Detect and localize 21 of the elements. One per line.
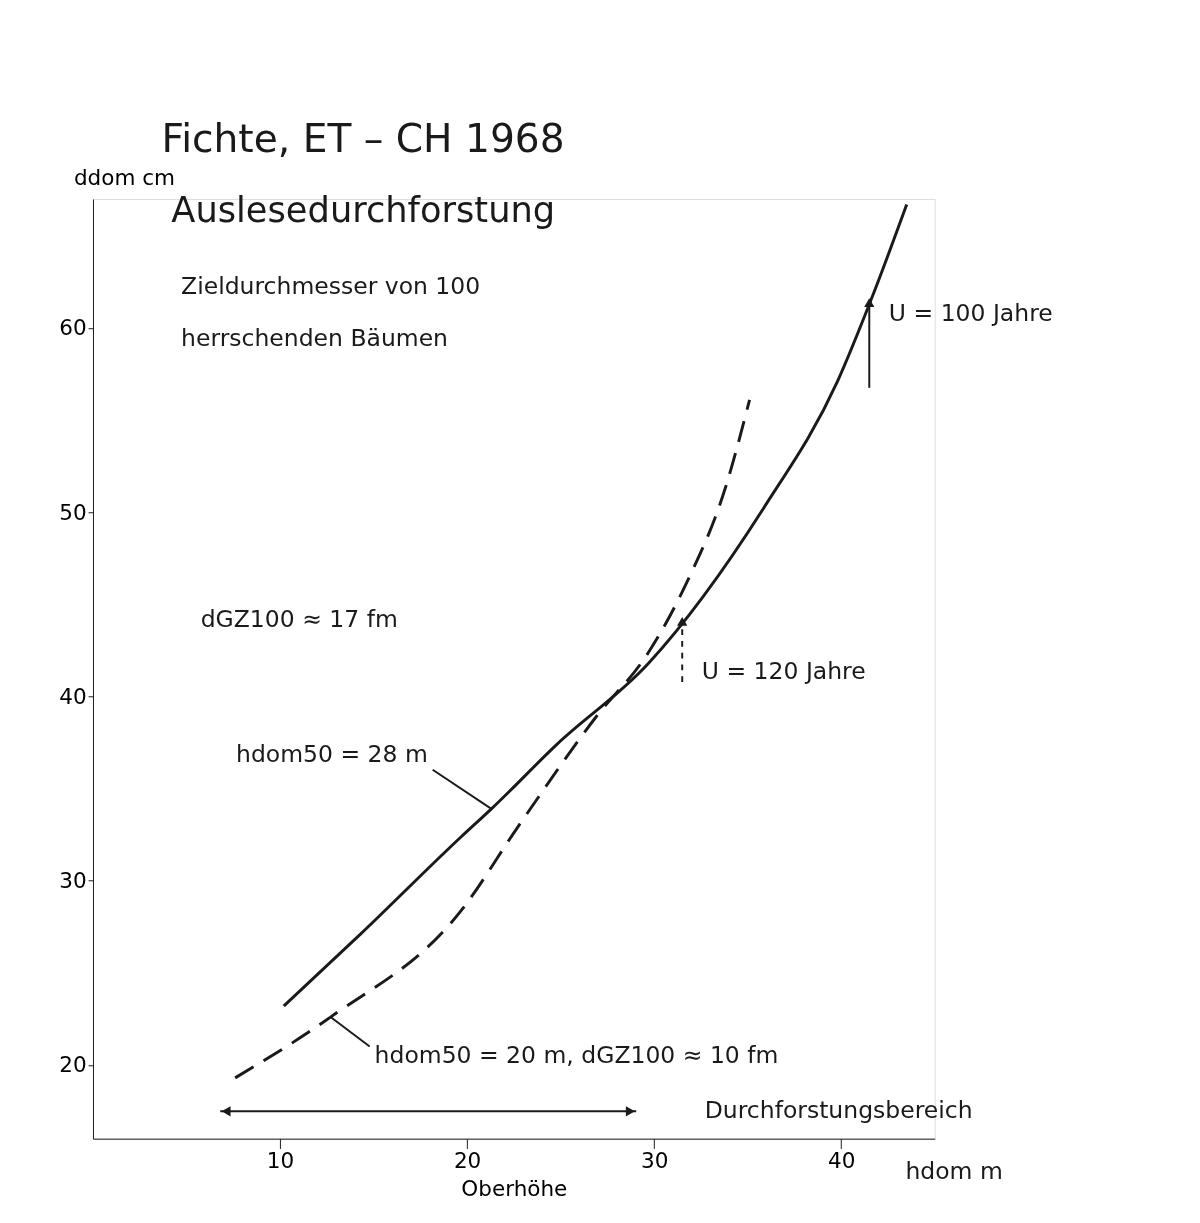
annotation: dGZ100 ≈ 17 fm bbox=[200, 604, 398, 633]
annotation: hdom50 = 28 m bbox=[236, 739, 428, 768]
x-tick-label: 40 bbox=[828, 1147, 856, 1173]
y-tick-label: 60 bbox=[59, 315, 87, 341]
annotation: Zieldurchmesser von 100 herrschenden Bäumen bbox=[181, 271, 481, 352]
y-tick-label: 50 bbox=[59, 499, 87, 525]
y-tick-label: 40 bbox=[59, 683, 87, 709]
text: hdom m bbox=[905, 1156, 1003, 1185]
y-axis-title: ddom cm bbox=[73, 164, 175, 190]
annotation: U = 100 Jahre bbox=[888, 299, 1053, 328]
annotation: U = 120 Jahre bbox=[701, 657, 866, 686]
x-tick-label: 20 bbox=[453, 1147, 482, 1173]
chart-subtitle: Auslesedurchforstung bbox=[171, 188, 556, 230]
x-tick-label: 10 bbox=[266, 1147, 295, 1173]
annotation: Durchforstungsbereich bbox=[704, 1096, 973, 1125]
x-axis-title: Oberhöhe bbox=[461, 1175, 568, 1201]
y-tick-label: 20 bbox=[59, 1052, 87, 1078]
chart-title: Fichte, ET – CH 1968 bbox=[161, 116, 565, 162]
y-tick-label: 30 bbox=[59, 868, 87, 894]
annotation: hdom50 = 20 m, dGZ100 ≈ 10 fm bbox=[374, 1041, 779, 1070]
x-tick-label: 30 bbox=[640, 1147, 669, 1173]
